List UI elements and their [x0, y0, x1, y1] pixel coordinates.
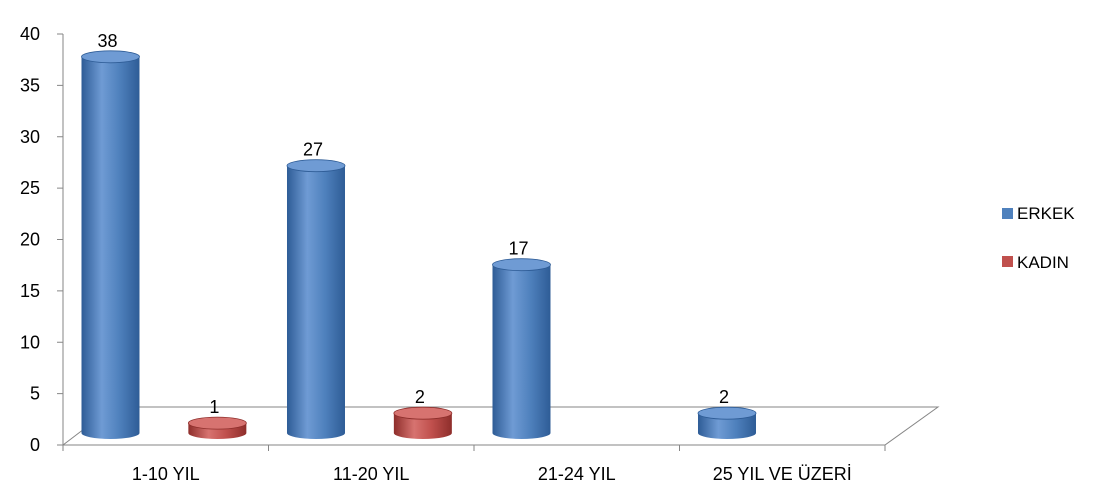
legend-item-erkek[interactable]: ERKEK	[1002, 204, 1075, 223]
bar-kadin-1	[188, 417, 246, 439]
legend-label-erkek: ERKEK	[1017, 204, 1075, 223]
bar-body	[492, 265, 550, 439]
y-tick-label: 35	[20, 75, 40, 95]
bar-erkek-2	[287, 160, 345, 439]
bar-top	[81, 51, 139, 63]
data-label: 1	[209, 397, 219, 417]
legend-swatch-kadin	[1002, 256, 1013, 267]
legend-label-kadin: KADIN	[1017, 253, 1069, 272]
y-tick-label: 30	[20, 127, 40, 147]
y-tick-label: 10	[20, 332, 40, 352]
bar-top	[698, 407, 756, 419]
bar-erkek-1	[81, 51, 139, 439]
bar-top	[492, 259, 550, 271]
category-label: 11-20 YIL	[333, 464, 409, 484]
bar-erkek-4	[698, 407, 756, 439]
bars	[81, 51, 756, 439]
category-labels: 1-10 YIL 11-20 YIL 21-24 YIL 25 YIL VE ÜZER…	[132, 464, 852, 484]
data-labels: 38 27 17 2 1 2	[97, 31, 729, 417]
category-label: 25 YIL VE ÜZERİ	[713, 464, 852, 484]
data-label: 27	[303, 140, 323, 160]
y-tick-label: 15	[20, 281, 40, 301]
legend-item-kadin[interactable]: KADIN	[1002, 253, 1069, 272]
legend[interactable]: ERKEK KADIN	[1002, 204, 1075, 272]
data-label: 2	[719, 387, 729, 407]
bar-kadin-2	[394, 407, 452, 439]
bar-top	[394, 407, 452, 419]
legend-swatch-erkek	[1002, 208, 1013, 219]
data-label: 17	[508, 239, 528, 259]
category-label: 1-10 YIL	[132, 464, 200, 484]
data-label: 2	[415, 387, 425, 407]
x-axis-ticks	[63, 445, 885, 451]
bar-top	[287, 160, 345, 172]
category-label: 21-24 YIL	[538, 464, 616, 484]
bar-erkek-3	[492, 259, 550, 439]
y-tick-label: 0	[30, 435, 40, 455]
y-tick-label: 5	[30, 384, 40, 404]
bar-body	[287, 166, 345, 439]
bar-top	[188, 417, 246, 429]
y-tick-label: 40	[20, 24, 40, 44]
y-tick-label: 20	[20, 230, 40, 250]
y-tick-label: 25	[20, 178, 40, 198]
y-axis-ticks: 0 5 10 15 20 25 30 35 40	[20, 24, 63, 455]
data-label: 38	[97, 31, 117, 51]
bar-body	[81, 57, 139, 439]
